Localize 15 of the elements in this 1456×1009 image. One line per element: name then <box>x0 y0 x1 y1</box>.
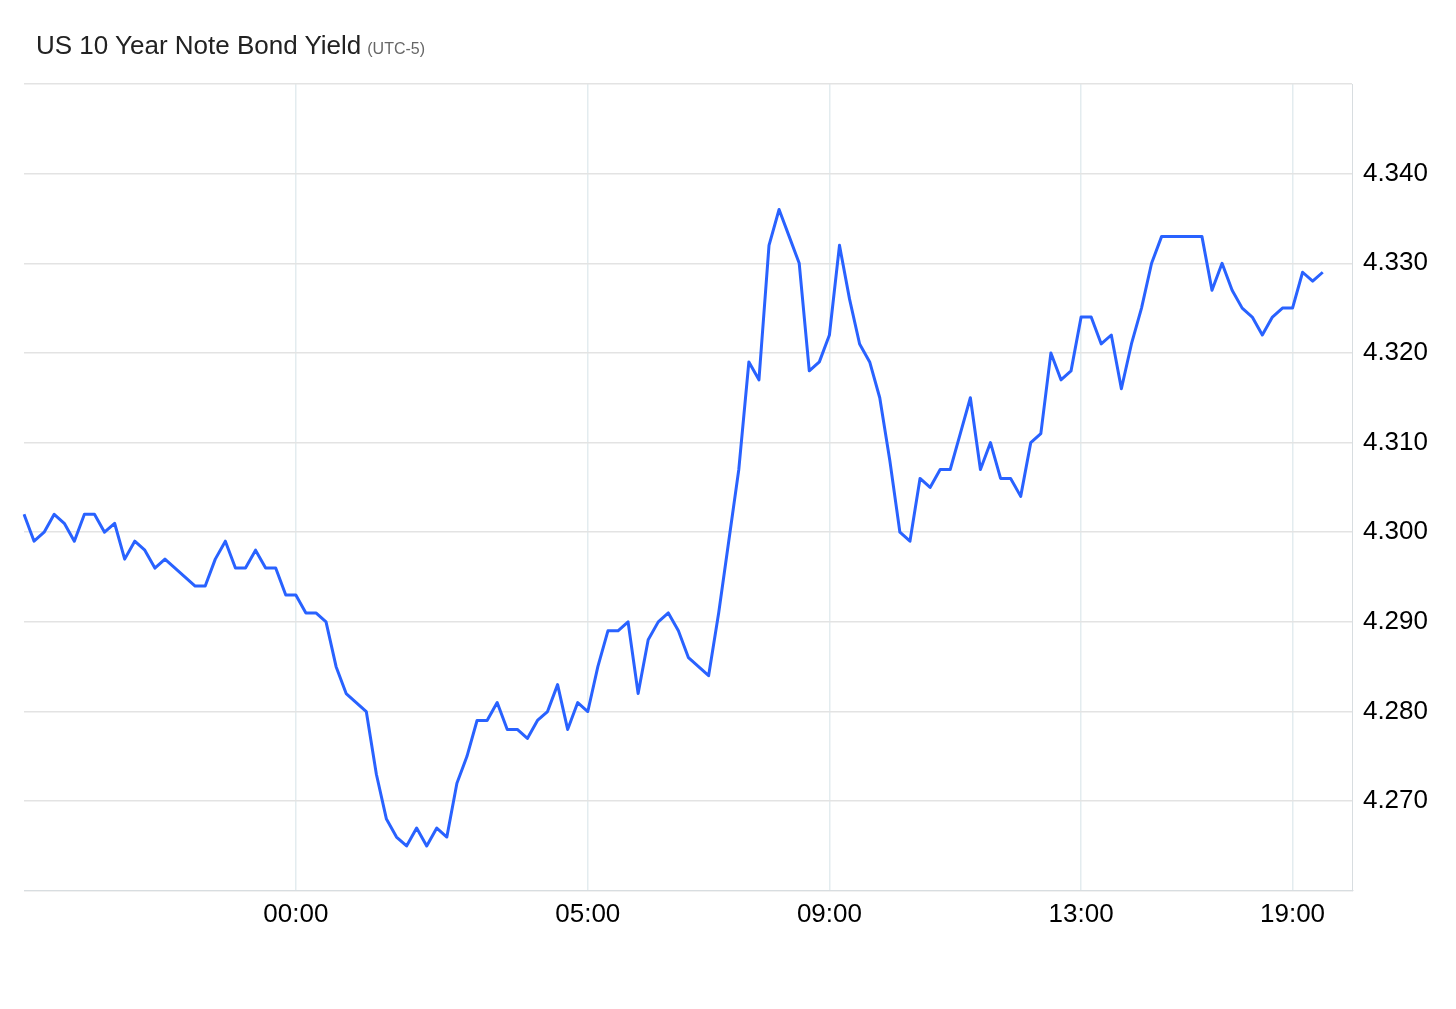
x-tick-label: 05:00 <box>555 897 621 928</box>
chart-title: US 10 Year Note Bond Yield <box>36 30 362 60</box>
x-tick-label: 00:00 <box>263 897 329 928</box>
y-tick-label: 4.280 <box>1362 694 1429 725</box>
x-tick-label: 19:00 <box>1259 897 1326 928</box>
y-tick-label: 4.310 <box>1362 425 1429 456</box>
x-tick-label: 09:00 <box>796 897 862 928</box>
y-tick-label: 4.290 <box>1362 605 1429 636</box>
y-tick-label: 4.270 <box>1362 784 1429 815</box>
x-tick-label: 13:00 <box>1048 897 1114 928</box>
y-tick-label: 4.300 <box>1362 515 1429 546</box>
y-tick-label: 4.320 <box>1362 336 1429 367</box>
chart-subtitle: (UTC-5) <box>367 40 426 57</box>
y-tick-label: 4.330 <box>1362 246 1429 277</box>
y-tick-label: 4.340 <box>1362 156 1429 187</box>
